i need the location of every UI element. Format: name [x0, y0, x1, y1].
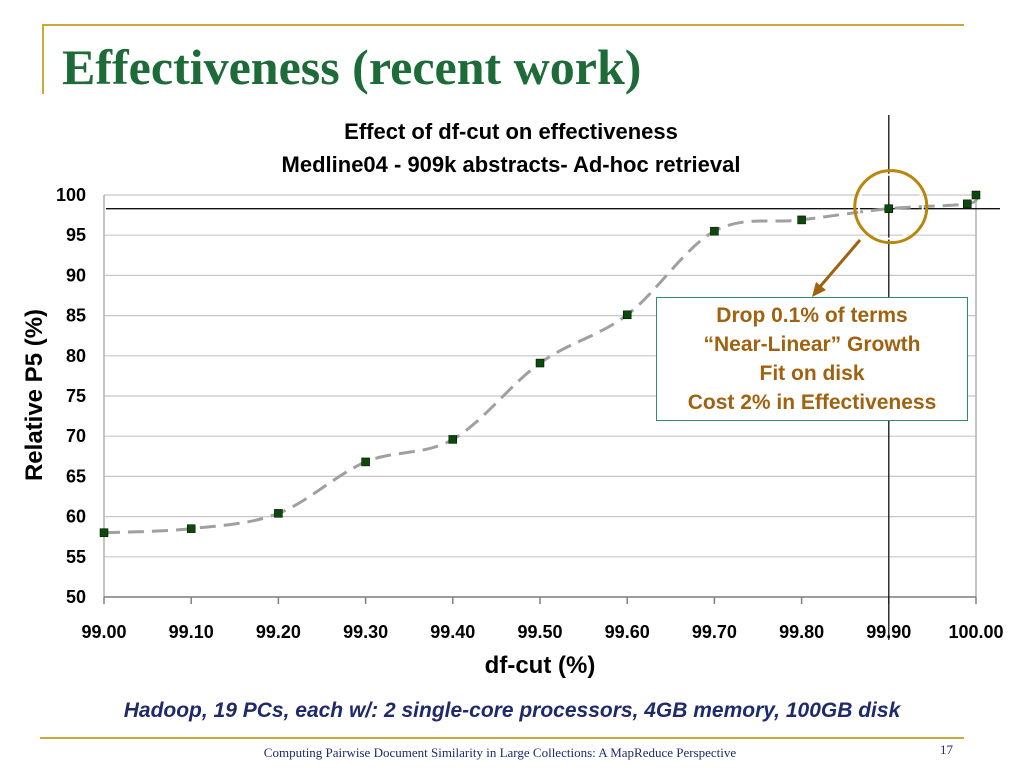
data-point [274, 509, 283, 518]
x-tick-label: 99.60 [605, 622, 650, 642]
highlight-circle-outer [853, 169, 929, 245]
highlight-circle [812, 169, 929, 297]
top-rule [42, 24, 964, 26]
data-point [710, 226, 719, 236]
x-tick-label: 99.70 [692, 622, 737, 642]
hardware-footnote: Hadoop, 19 PCs, each w/: 2 single-core p… [123, 699, 901, 722]
bottom-rule [40, 737, 964, 739]
left-rule [42, 24, 44, 94]
y-tick-label: 100 [56, 185, 86, 205]
y-tick-label: 65 [66, 466, 86, 486]
footer-text: Computing Pairwise Document Similarity i… [263, 745, 737, 760]
x-tick-label: 99.50 [517, 622, 562, 642]
y-tick-label: 50 [66, 587, 86, 607]
annotation-line: “Near-Linear” Growth [703, 333, 921, 356]
y-axis-title: Relative P5 (%) [21, 309, 48, 481]
df-cut-chart: Effect of df-cut on effectiveness Medlin… [21, 115, 1004, 679]
data-point [971, 190, 981, 200]
data-point [361, 457, 370, 467]
y-tick-label: 60 [66, 507, 86, 527]
data-point [797, 215, 806, 225]
y-tick-label: 90 [66, 265, 86, 285]
y-tick-label: 75 [66, 386, 86, 406]
y-tick-label: 95 [66, 225, 86, 245]
chart-subtitle: Medline04 - 909k abstracts- Ad-hoc retri… [282, 152, 741, 177]
annotation-box: Drop 0.1% of terms “Near-Linear” Growth … [656, 297, 968, 421]
annotation-arrow-line [816, 239, 862, 290]
x-tick-label: 99.20 [256, 622, 301, 642]
tick-labels: 100 95 90 85 80 75 70 65 60 55 50 99.00 99.10 99.20 99… [56, 185, 1004, 642]
slide-title: Effectiveness (recent work) [62, 39, 642, 95]
data-point [535, 358, 545, 368]
annotation-line: Drop 0.1% of terms [716, 304, 908, 327]
y-tick-label: 70 [66, 426, 86, 446]
highlight-circle-inner [857, 173, 924, 240]
chart-title: Effect of df-cut on effectiveness [344, 119, 678, 144]
annotation-line: Fit on disk [759, 362, 865, 385]
data-point [448, 435, 458, 444]
x-tick-label: 99.00 [81, 622, 126, 642]
page-number: 17 [940, 742, 953, 757]
x-tick-label: 100.00 [948, 622, 1003, 642]
x-tick-label: 99.90 [866, 622, 911, 642]
y-tick-label: 55 [66, 547, 86, 567]
data-point [622, 310, 632, 320]
y-tick-label: 80 [66, 346, 86, 366]
annotation-line: Cost 2% in Effectiveness [687, 391, 937, 414]
data-point [884, 204, 894, 213]
x-tick-label: 99.40 [430, 622, 475, 642]
data-point [186, 524, 196, 533]
x-tick-label: 99.80 [779, 622, 824, 642]
series-markers [99, 190, 981, 537]
x-tick-label: 99.30 [343, 622, 388, 642]
data-point [963, 199, 972, 209]
data-point [99, 528, 109, 537]
y-tick-label: 85 [66, 306, 86, 326]
annotation-arrow-head [812, 282, 826, 297]
x-tick-label: 99.10 [169, 622, 214, 642]
x-axis-title: df-cut (%) [485, 652, 596, 679]
